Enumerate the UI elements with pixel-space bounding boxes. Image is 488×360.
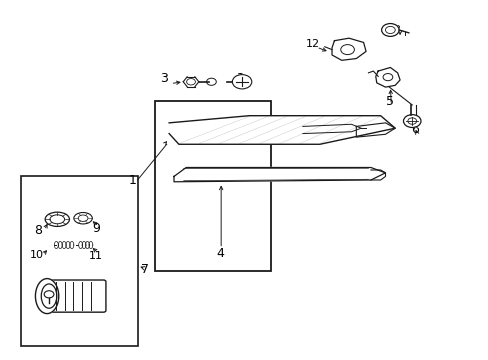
Text: 4: 4: [216, 247, 224, 260]
Text: 6: 6: [410, 123, 418, 136]
Text: 12: 12: [305, 39, 319, 49]
Text: 5: 5: [386, 95, 393, 108]
Ellipse shape: [41, 284, 57, 308]
Text: 8: 8: [34, 224, 42, 237]
Ellipse shape: [35, 279, 59, 314]
Circle shape: [206, 78, 216, 85]
Text: 2: 2: [235, 72, 243, 85]
Circle shape: [403, 114, 420, 127]
Bar: [21, 176, 137, 346]
Text: 1: 1: [128, 174, 136, 186]
Bar: [154, 102, 271, 271]
Polygon shape: [174, 167, 385, 182]
Text: 10: 10: [29, 250, 43, 260]
Circle shape: [381, 23, 398, 36]
Polygon shape: [169, 116, 394, 144]
Polygon shape: [370, 170, 385, 180]
FancyBboxPatch shape: [42, 280, 106, 312]
Ellipse shape: [45, 212, 69, 226]
Text: 11: 11: [89, 251, 103, 261]
Polygon shape: [331, 38, 366, 60]
Text: 9: 9: [92, 222, 100, 235]
Polygon shape: [375, 67, 399, 87]
Text: 3: 3: [160, 72, 168, 85]
Polygon shape: [356, 123, 394, 137]
Text: 7: 7: [141, 263, 148, 276]
Circle shape: [340, 45, 354, 55]
Circle shape: [232, 75, 251, 89]
Text: 13: 13: [387, 25, 402, 35]
Ellipse shape: [74, 212, 92, 224]
